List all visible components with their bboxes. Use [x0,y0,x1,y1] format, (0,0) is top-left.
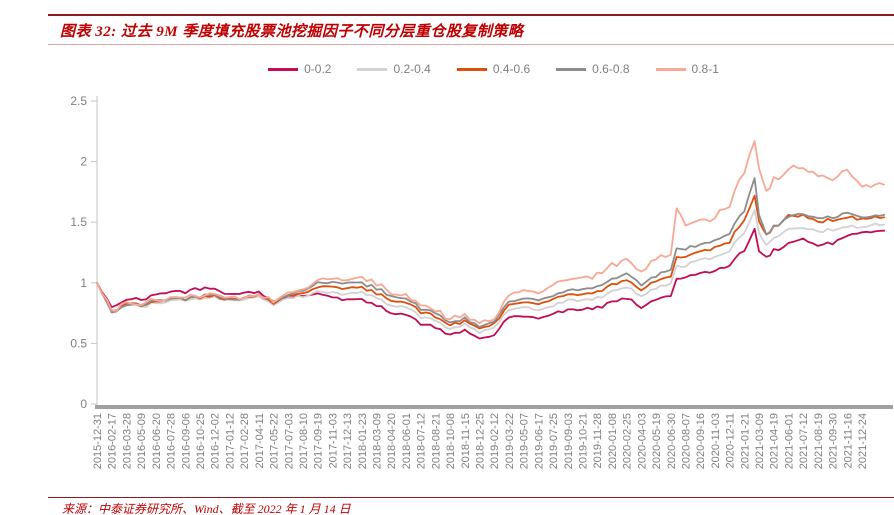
y-tick-label: 1 [80,276,87,290]
x-tick-label: 2017-09-19 [313,413,325,469]
chart-legend: 0-0.2 0.2-0.4 0.4-0.6 0.6-0.8 0.8-1 [97,63,890,75]
x-tick-label: 2021-04-19 [769,413,781,469]
x-tick-label: 2019-07-25 [548,413,560,469]
x-tick-label: 2020-08-07 [680,413,692,469]
legend-label: 0.2-0.4 [393,62,431,76]
header-top-rule [48,14,894,16]
legend-item-0.6-0.8: 0.6-0.8 [556,62,630,76]
x-tick-label: 2017-01-12 [224,413,236,469]
source-note: 来源：中泰证券研究所、Wind、截至 2022 年 1 月 14 日 [62,502,351,515]
x-tick-label: 2017-08-10 [298,413,310,469]
x-tick-label: 2017-04-11 [254,413,266,468]
x-tick-label: 2021-09-30 [828,413,840,469]
y-tick-label: 2 [80,155,87,169]
x-tick-label: 2020-12-11 [725,413,737,468]
figure-title: 图表 32: 过去 9M 季度填充股票池挖掘因子不同分层重仓股复制策略 [60,24,524,40]
legend-swatch [268,67,299,71]
legend-swatch [357,67,388,71]
legend-item-0.8-1: 0.8-1 [655,62,719,76]
x-tick-label: 2015-12-31 [92,413,104,469]
legend-label: 0-0.2 [304,62,332,76]
legend-swatch [655,67,686,71]
legend-label: 0.8-1 [691,62,719,76]
x-tick-label: 2021-03-09 [754,413,766,469]
x-tick-label: 2017-11-03 [327,413,339,468]
legend-label: 0.4-0.6 [492,62,531,76]
series-line-0-0.2 [96,227,885,340]
x-tick-label: 2018-04-20 [386,413,398,469]
x-tick-label: 2016-02-17 [107,413,119,469]
x-tick-label: 2020-01-08 [607,413,619,469]
x-tick-label: 2021-11-16 [842,413,854,468]
series-line-0.2-0.4 [96,209,885,335]
x-axis-line [95,405,893,409]
x-tick-label: 2019-02-12 [489,413,501,469]
x-tick-label: 2019-05-07 [519,413,531,469]
y-tick-label: 1.5 [70,215,87,229]
x-tick-label: 2018-07-12 [416,413,428,469]
y-tick-label: 0 [80,397,87,411]
x-tick-label: 2018-03-09 [372,413,384,469]
x-tick-label: 2017-05-22 [269,413,281,469]
y-tick-label: 2.5 [70,94,87,108]
series-line-0.8-1 [96,140,885,325]
x-tick-label: 2017-12-13 [342,413,354,469]
x-tick-label: 2018-08-21 [430,413,442,469]
header-sub-rule [48,44,894,45]
x-tick-label: 2021-06-01 [783,413,795,469]
y-tick-label: 0.5 [70,336,87,350]
legend-swatch [456,67,487,71]
x-tick-label: 2016-09-06 [180,413,192,469]
x-tick-label: 2016-05-09 [136,413,148,469]
x-tick-label: 2017-02-28 [239,413,251,469]
x-tick-label: 2020-04-03 [636,413,648,469]
x-tick-label: 2020-02-25 [622,413,634,469]
x-tick-label: 2018-11-15 [460,413,472,468]
x-tick-label: 2021-01-21 [739,413,751,469]
x-tick-label: 2020-06-30 [666,413,678,469]
x-tick-label: 2018-01-23 [357,413,369,469]
legend-item-0.2-0.4: 0.2-0.4 [357,62,431,76]
x-tick-label: 2020-11-03 [710,413,722,468]
x-tick-label: 2020-05-19 [651,413,663,469]
legend-swatch [556,67,587,71]
legend-item-0.4-0.6: 0.4-0.6 [456,62,531,76]
x-tick-label: 2018-10-08 [445,413,457,469]
x-tick-label: 2016-10-25 [195,413,207,469]
x-tick-label: 2019-10-21 [577,413,589,469]
legend-item-0-0.2: 0-0.2 [268,63,331,75]
x-tick-label: 2021-08-19 [813,413,825,469]
x-tick-label: 2019-03-22 [504,413,516,469]
x-tick-label: 2019-06-17 [533,413,545,469]
x-tick-label: 2016-12-02 [210,413,222,469]
x-tick-label: 2021-07-12 [798,413,810,469]
x-tick-label: 2019-11-28 [592,413,604,468]
x-tick-label: 2017-07-03 [283,413,295,469]
x-tick-label: 2021-12-24 [857,413,869,469]
x-tick-label: 2018-12-25 [475,413,487,469]
series-line-0.6-0.8 [96,177,885,328]
footer-rule [48,497,894,498]
x-tick-label: 2020-09-16 [695,413,707,469]
series-line-0.4-0.6 [96,194,885,330]
x-tick-label: 2018-06-01 [401,413,413,469]
x-tick-label: 2016-07-28 [166,413,178,469]
x-tick-label: 2019-09-03 [563,413,575,469]
x-tick-label: 2016-03-28 [121,413,133,469]
legend-label: 0.6-0.8 [592,62,630,76]
x-tick-label: 2016-06-20 [151,413,163,469]
